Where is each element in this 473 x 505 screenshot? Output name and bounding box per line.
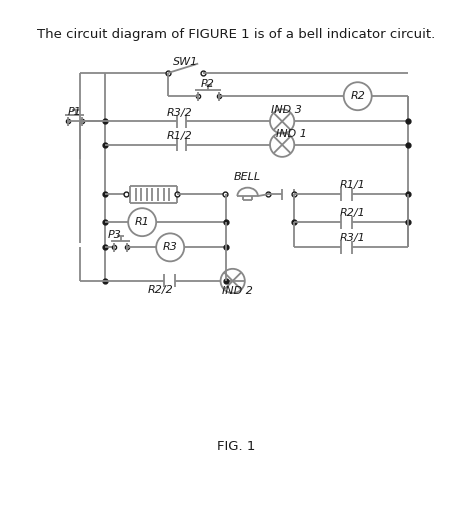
Text: R3: R3 [163, 242, 177, 252]
Text: R2: R2 [350, 91, 365, 101]
Text: IND 1: IND 1 [276, 129, 307, 138]
Text: FIG. 1: FIG. 1 [217, 440, 255, 452]
Text: IND 2: IND 2 [222, 286, 253, 296]
Text: The circuit diagram of FIGURE 1 is of a bell indicator circuit.: The circuit diagram of FIGURE 1 is of a … [37, 28, 436, 41]
Text: R3/1: R3/1 [339, 233, 365, 243]
Text: R2/2: R2/2 [148, 285, 174, 295]
Text: R1/1: R1/1 [339, 180, 365, 190]
Text: P1: P1 [68, 107, 82, 117]
Text: P2: P2 [201, 79, 214, 89]
Text: P3: P3 [107, 230, 121, 240]
Text: IND 3: IND 3 [272, 105, 302, 115]
Text: BELL: BELL [234, 172, 261, 182]
Text: R2/1: R2/1 [339, 208, 365, 218]
Text: SW1: SW1 [173, 57, 198, 67]
Text: R3/2: R3/2 [166, 108, 193, 118]
Text: R1/2: R1/2 [166, 131, 193, 141]
Text: R1: R1 [135, 217, 149, 227]
